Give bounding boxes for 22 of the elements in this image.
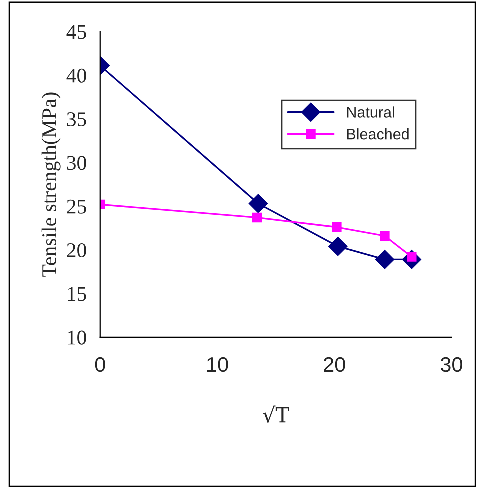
point	[252, 212, 262, 223]
point	[380, 231, 390, 241]
y-tick-label: 30	[67, 156, 86, 170]
y-axis-title: Tensile strength(MPa)	[42, 92, 61, 277]
legend-label: Bleached	[347, 128, 409, 140]
y-tick-label: 15	[68, 287, 86, 302]
y-tick-label: 10	[68, 330, 86, 345]
x-tick-label: 30	[440, 357, 462, 372]
point	[328, 237, 348, 256]
y-tick-label: 45	[66, 25, 86, 40]
legend-label: Natural	[347, 106, 394, 118]
y-tick-label: 20	[67, 243, 86, 258]
point	[248, 194, 268, 214]
x-axis-title: √T	[263, 406, 290, 424]
y-tick-label: 35	[67, 112, 86, 127]
x-tick-label: 0	[95, 357, 106, 372]
x-tick-label: 10	[207, 357, 228, 372]
point	[375, 250, 394, 270]
y-tick-label: 25	[67, 200, 86, 214]
x-tick-label: 20	[324, 357, 346, 372]
y-tick-label: 40	[66, 68, 86, 83]
point	[332, 222, 342, 232]
